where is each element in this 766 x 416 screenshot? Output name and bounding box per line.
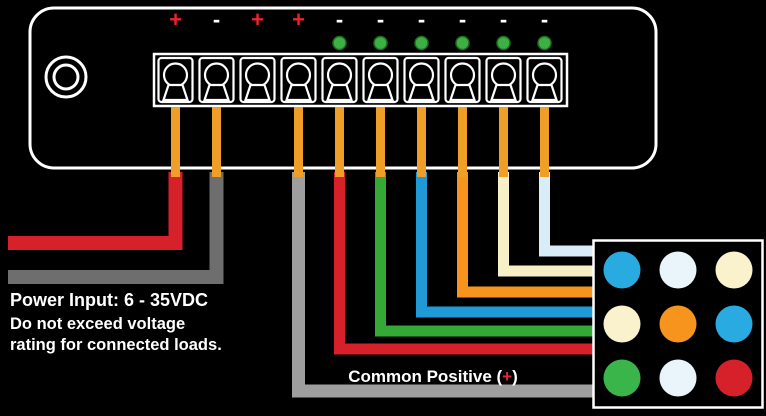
wire-power-negative [8,172,224,284]
wire-stub [171,107,180,177]
terminal-block [152,52,569,108]
screw-hole-inner-icon [52,63,80,91]
polarity-marker: - [500,7,507,32]
status-leds [332,35,552,51]
wire-power-positive [8,172,183,250]
common-positive-prefix: Common Positive ( [348,367,502,386]
polarity-marker: + [292,7,305,32]
wire-stub [417,107,426,177]
color-dot [715,359,753,397]
wire-channel-pale-blue [539,172,598,257]
screw-hole-icon [44,55,88,99]
wire-stub [294,107,303,177]
polarity-markers: + - + + - - - - - - [169,7,548,32]
polarity-marker: - [459,7,466,32]
polarity-marker: + [169,7,182,32]
common-positive-suffix: ) [512,367,518,386]
terminal [157,56,194,104]
terminal [403,56,440,104]
polarity-marker: + [251,7,264,32]
wire-stub [335,107,344,177]
power-input-title: Power Input: 6 - 35VDC [10,290,208,310]
wire-channel-blue [416,172,598,318]
wire-common-positive [292,172,598,398]
wire-channel-green [375,172,598,337]
wire-channel-orange [457,172,598,298]
color-grid [592,239,764,409]
wire-stubs [171,107,549,177]
status-led [414,35,429,51]
wire-stub [212,107,221,177]
color-dot [715,251,753,289]
terminal [321,56,358,104]
polarity-marker: - [541,7,548,32]
status-led [455,35,470,51]
color-dot [603,305,641,343]
common-positive-label: Common Positive (+) [348,367,518,386]
terminal [239,56,276,104]
polarity-marker: - [418,7,425,32]
terminal [280,56,317,104]
polarity-marker: - [336,7,343,32]
terminal [526,56,563,104]
color-dot [715,305,753,343]
common-positive-plus: + [502,367,512,386]
color-dot [659,359,697,397]
status-led [332,35,347,51]
color-dot [659,251,697,289]
terminal [198,56,235,104]
polarity-marker: - [213,7,220,32]
wire-stub [499,107,508,177]
polarity-marker: - [377,7,384,32]
color-dot [659,305,697,343]
terminal [362,56,399,104]
color-dot [603,251,641,289]
wire-stub [376,107,385,177]
wire-channel-red [334,172,598,355]
warning-line-1: Do not exceed voltage [10,315,185,333]
terminal [485,56,522,104]
status-led [373,35,388,51]
wire-channel-cream [498,172,598,277]
status-led [537,35,552,51]
terminals [157,56,563,104]
wire-stub [540,107,549,177]
color-dot [603,359,641,397]
warning-line-2: rating for connected loads. [10,336,222,354]
terminal [444,56,481,104]
wire-stub [458,107,467,177]
status-led [496,35,511,51]
wires [8,172,598,398]
